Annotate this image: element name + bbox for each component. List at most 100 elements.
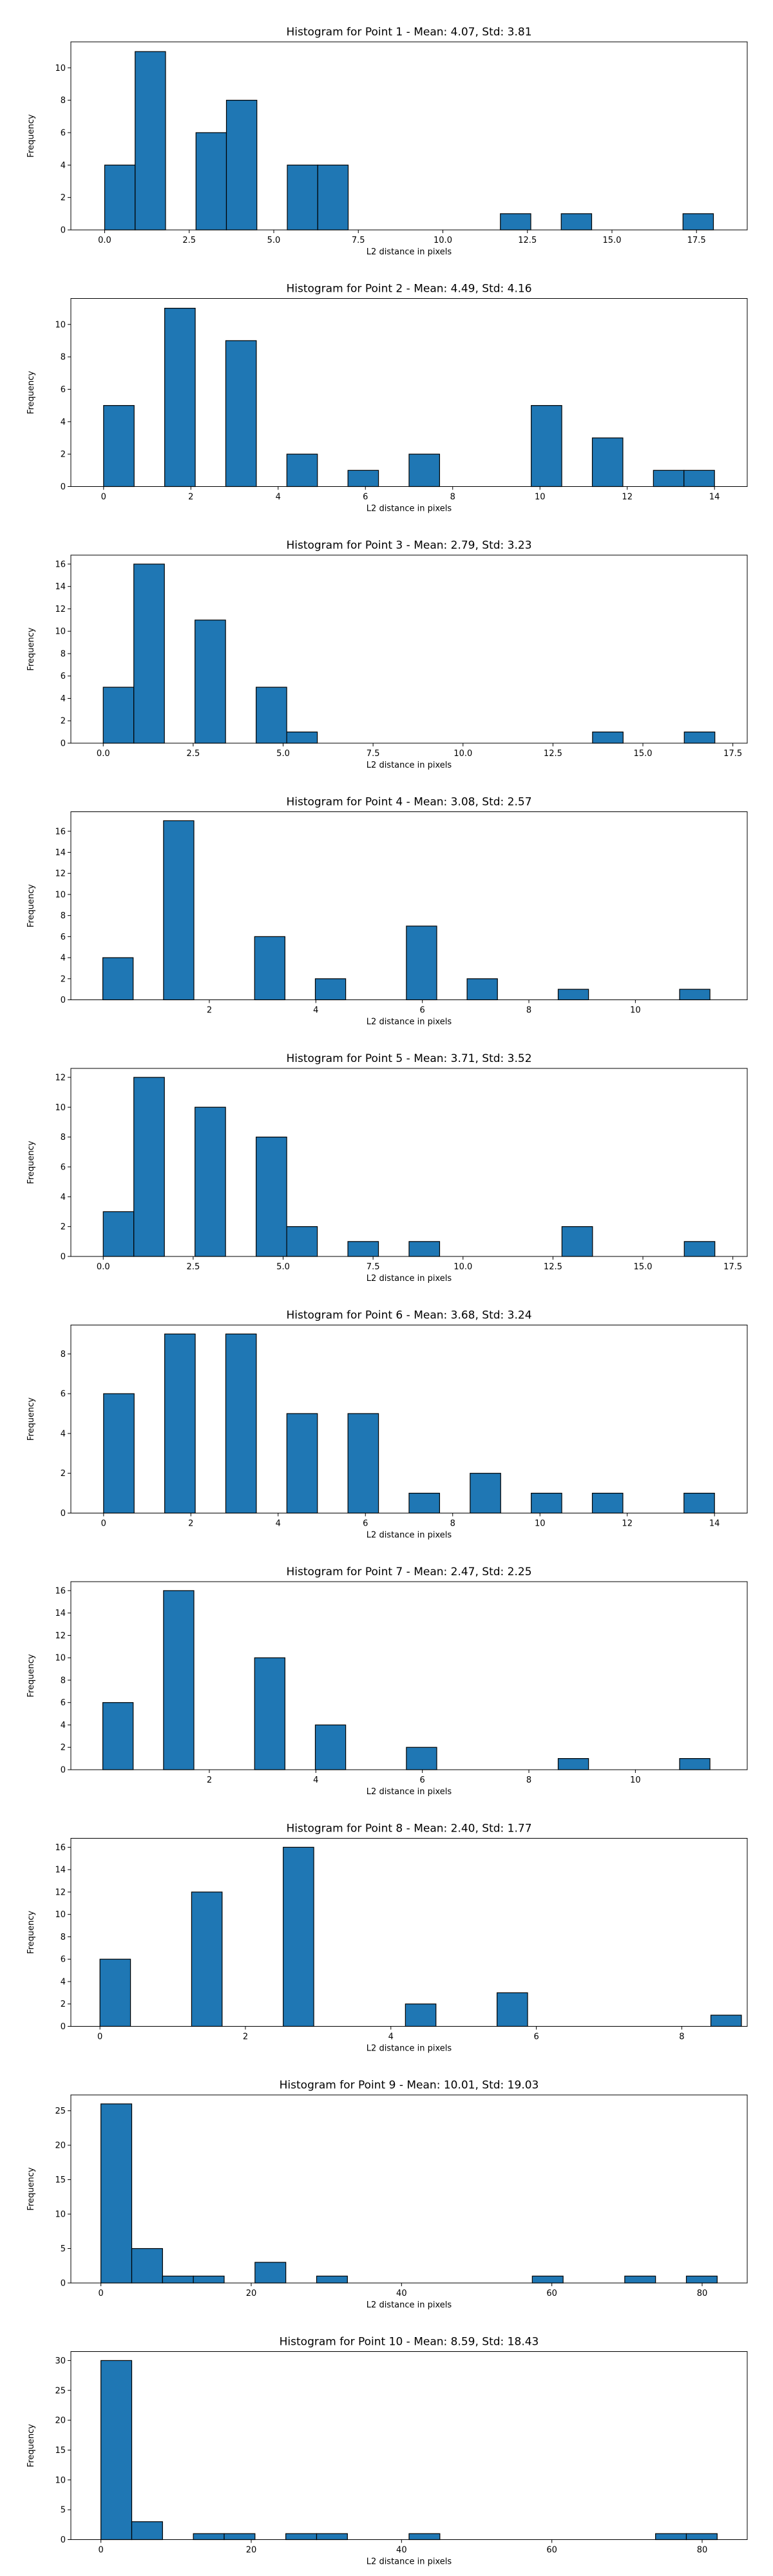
axes-frame — [70, 1581, 748, 1770]
histogram-bar — [560, 213, 593, 231]
histogram-bar — [256, 687, 287, 744]
axes-frame — [70, 811, 748, 1000]
y-tick-label: 25 — [55, 2386, 66, 2396]
y-tick-label: 10 — [55, 2476, 66, 2485]
histogram-panel-3: Histogram for Point 3 - Mean: 2.79, Std:… — [26, 539, 748, 770]
x-tick-label: 20 — [246, 2546, 257, 2555]
x-axis-label: L2 distance in pixels — [367, 504, 452, 514]
x-tick-label: 0 — [99, 2289, 104, 2298]
y-tick-label: 6 — [61, 672, 66, 681]
x-tick-label: 2.5 — [182, 236, 196, 245]
y-tick-label: 15 — [55, 2446, 66, 2456]
x-axis-label: L2 distance in pixels — [367, 761, 452, 770]
x-tick-label: 4 — [388, 2032, 394, 2042]
axes-frame — [70, 1838, 748, 2027]
y-axis-label: Frequency — [26, 627, 36, 670]
y-axis-label: Frequency — [26, 2167, 36, 2210]
histogram-bar — [314, 978, 347, 1001]
histogram-bar — [283, 1846, 314, 2027]
y-tick-label: 0 — [61, 1509, 66, 1519]
y-tick-label: 6 — [61, 128, 66, 138]
histogram-bar — [314, 1724, 347, 1770]
histogram-bar — [163, 820, 195, 1001]
y-axis-label: Frequency — [26, 114, 36, 157]
y-tick-label: 16 — [55, 827, 66, 837]
y-tick-label: 10 — [55, 890, 66, 900]
y-tick-label: 6 — [61, 385, 66, 395]
histogram-bar — [682, 213, 714, 231]
x-axis-label: L2 distance in pixels — [367, 2300, 452, 2310]
x-tick-label: 0 — [101, 493, 106, 502]
y-tick-label: 4 — [61, 1429, 66, 1439]
y-tick-label: 14 — [55, 1609, 66, 1618]
histogram-bar — [408, 1241, 441, 1257]
y-tick-label: 0 — [61, 996, 66, 1005]
x-tick-label: 4 — [276, 493, 281, 502]
histogram-bar — [679, 989, 711, 1001]
histogram-bar — [133, 1077, 165, 1257]
x-tick-label: 6 — [420, 1776, 425, 1785]
histogram-bar — [655, 2533, 687, 2541]
histogram-bar — [103, 1393, 135, 1514]
x-axis-label: L2 distance in pixels — [367, 1531, 452, 1540]
x-tick-label: 17.5 — [723, 749, 742, 759]
x-tick-label: 8 — [526, 1776, 531, 1785]
y-tick-label: 6 — [61, 1955, 66, 1965]
y-tick-label: 0 — [61, 2535, 66, 2545]
y-tick-label: 10 — [55, 64, 66, 73]
y-tick-label: 30 — [55, 2356, 66, 2366]
y-axis-label: Frequency — [26, 2424, 36, 2467]
histogram-bar — [500, 213, 531, 231]
y-tick-label: 0 — [61, 226, 66, 236]
histogram-bar — [131, 2248, 163, 2284]
y-axis-label: Frequency — [26, 1397, 36, 1441]
histogram-bar — [287, 164, 318, 231]
x-tick-label: 60 — [546, 2289, 557, 2298]
x-tick-label: 40 — [396, 2289, 407, 2298]
y-tick-label: 2 — [61, 450, 66, 460]
histogram-bar — [591, 437, 624, 488]
y-tick-label: 0 — [61, 739, 66, 749]
y-tick-label: 16 — [55, 1586, 66, 1596]
histogram-bar — [195, 1106, 226, 1257]
x-tick-label: 8 — [450, 493, 455, 502]
y-tick-label: 8 — [61, 911, 66, 921]
axes-frame — [70, 2351, 748, 2540]
y-tick-label: 15 — [55, 2175, 66, 2185]
histogram-bar — [104, 164, 136, 231]
y-tick-label: 25 — [55, 2107, 66, 2116]
y-tick-label: 8 — [61, 649, 66, 659]
x-tick-label: 5.0 — [267, 236, 281, 245]
x-tick-label: 12 — [622, 493, 633, 502]
y-tick-label: 12 — [55, 1073, 66, 1083]
histogram-panel-9: Histogram for Point 9 - Mean: 10.01, Std… — [26, 2079, 748, 2310]
y-tick-label: 4 — [61, 1721, 66, 1730]
x-tick-label: 17.5 — [687, 236, 706, 245]
y-tick-label: 14 — [55, 848, 66, 858]
x-tick-label: 0 — [101, 1519, 106, 1529]
histogram-bar — [561, 1226, 593, 1257]
x-tick-label: 5.0 — [276, 1262, 290, 1272]
axes-frame — [70, 298, 748, 487]
histogram-bar — [316, 2275, 348, 2284]
histogram-bar — [195, 620, 226, 744]
y-tick-label: 2 — [61, 1222, 66, 1232]
chart-title: Histogram for Point 3 - Mean: 2.79, Std:… — [286, 539, 531, 552]
x-tick-label: 15.0 — [634, 1262, 653, 1272]
y-tick-label: 10 — [55, 320, 66, 330]
chart-title: Histogram for Point 2 - Mean: 4.49, Std:… — [286, 283, 531, 296]
x-tick-label: 12.5 — [544, 1262, 562, 1272]
y-tick-label: 4 — [61, 161, 66, 171]
x-tick-label: 10 — [630, 1776, 641, 1785]
y-tick-label: 16 — [55, 1843, 66, 1853]
y-tick-label: 0 — [61, 2279, 66, 2289]
histogram-bar — [470, 1473, 501, 1514]
x-tick-label: 8 — [450, 1519, 455, 1529]
histogram-bar — [102, 957, 134, 1001]
histogram-bar — [683, 469, 715, 488]
y-tick-label: 12 — [55, 605, 66, 614]
histogram-bar — [254, 2262, 287, 2284]
y-tick-label: 2 — [61, 1469, 66, 1479]
y-tick-label: 2 — [61, 193, 66, 203]
